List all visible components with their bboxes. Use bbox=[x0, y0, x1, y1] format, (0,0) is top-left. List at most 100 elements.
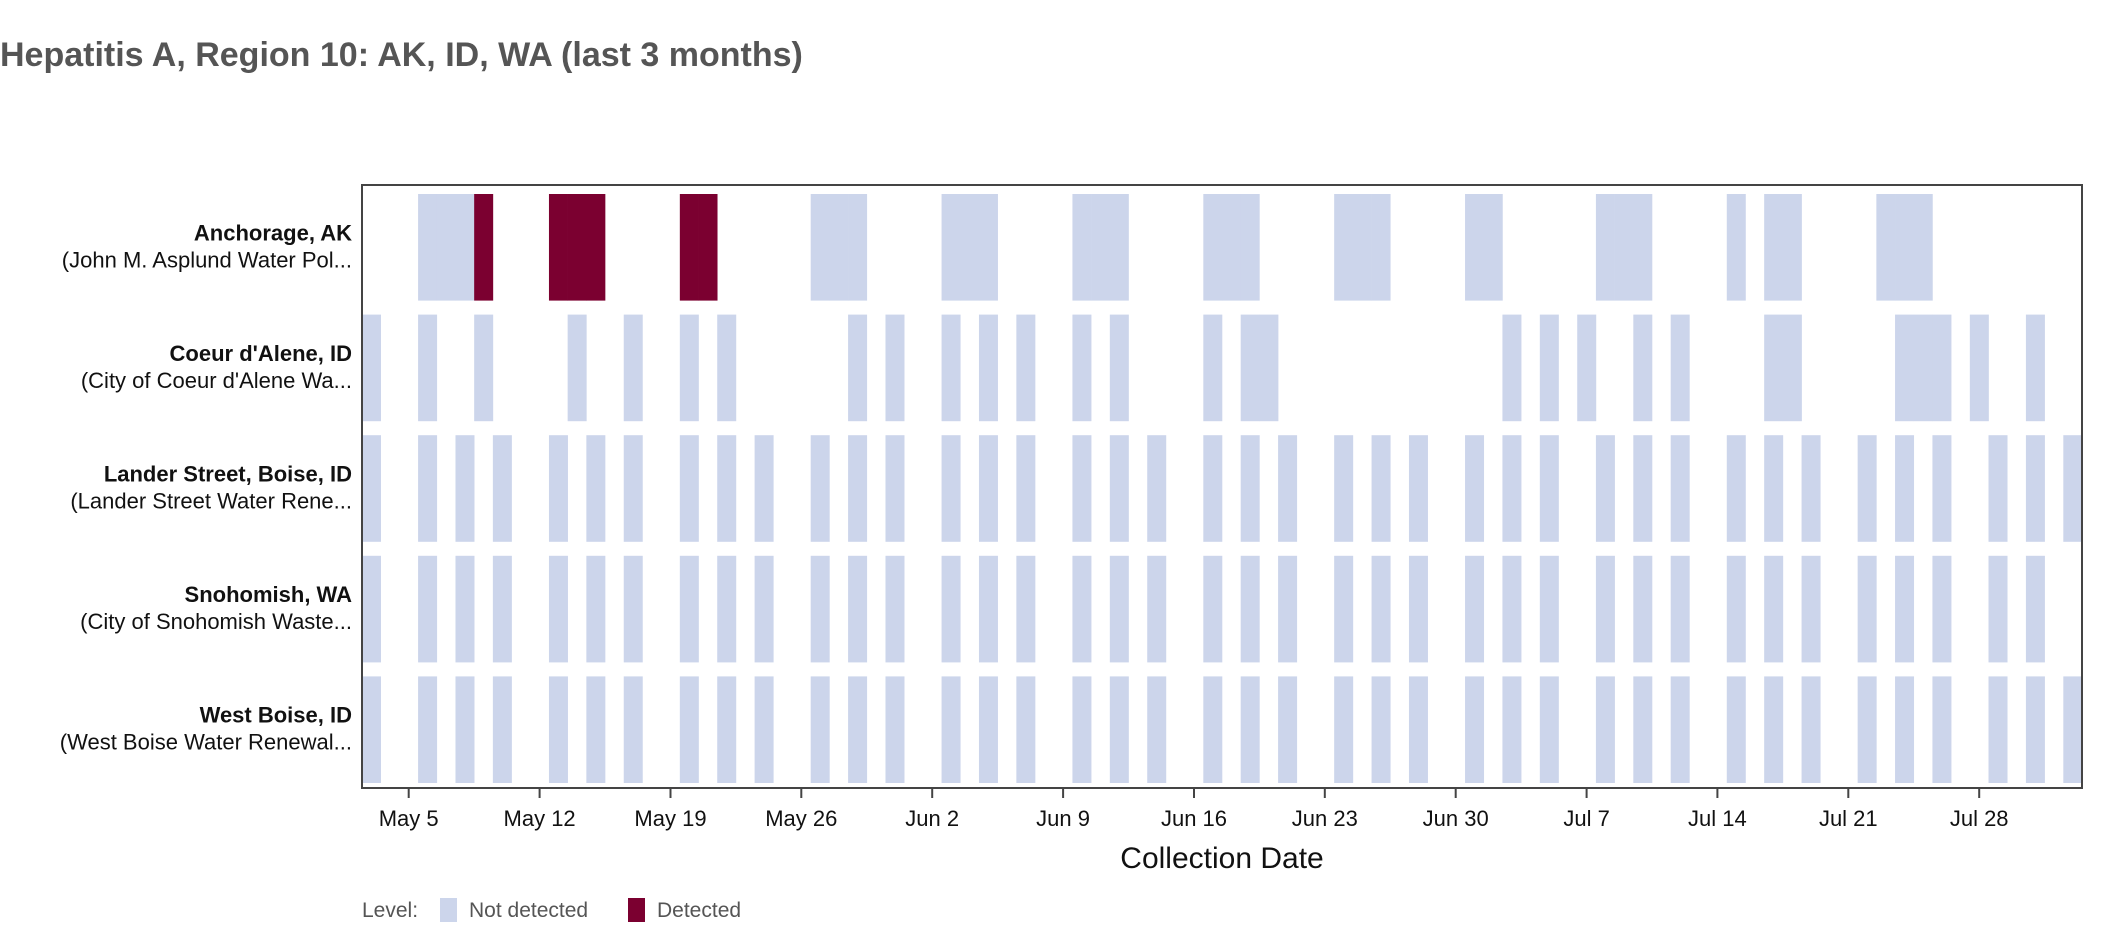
x-tick-label: May 5 bbox=[379, 806, 439, 831]
cell-not-detected bbox=[418, 435, 438, 542]
cell-not-detected bbox=[1334, 194, 1354, 301]
cell-not-detected bbox=[492, 435, 512, 542]
cell-not-detected bbox=[1932, 676, 1952, 783]
cell-not-detected bbox=[1465, 676, 1485, 783]
cell-not-detected bbox=[1895, 676, 1915, 783]
cell-not-detected bbox=[848, 676, 868, 783]
cell-not-detected bbox=[810, 194, 830, 301]
cell-not-detected bbox=[829, 194, 849, 301]
cell-not-detected bbox=[455, 676, 475, 783]
cell-not-detected bbox=[2063, 676, 2083, 783]
cell-not-detected bbox=[1203, 555, 1223, 663]
cell-detected bbox=[698, 194, 718, 301]
cell-not-detected bbox=[418, 555, 438, 663]
x-axis-title: Collection Date bbox=[1120, 842, 1323, 875]
cell-not-detected bbox=[1670, 676, 1690, 783]
cell-not-detected bbox=[1222, 194, 1241, 301]
cell-not-detected bbox=[1801, 676, 1821, 783]
cell-not-detected bbox=[1913, 194, 1933, 301]
cell-not-detected bbox=[754, 676, 774, 783]
x-tick-label: May 19 bbox=[634, 806, 706, 831]
cell-not-detected bbox=[492, 555, 512, 663]
cell-not-detected bbox=[717, 435, 737, 542]
cell-not-detected bbox=[679, 314, 699, 422]
legend-label-detected: Detected bbox=[657, 899, 741, 922]
cell-not-detected bbox=[474, 314, 494, 422]
y-axis-labels: Anchorage, AK(John M. Asplund Water Pol.… bbox=[60, 220, 352, 754]
cell-not-detected bbox=[1988, 435, 2008, 542]
cell-not-detected bbox=[623, 555, 643, 663]
cell-not-detected bbox=[1782, 314, 1802, 422]
cell-not-detected bbox=[885, 435, 905, 542]
cell-not-detected bbox=[810, 435, 830, 542]
cell-not-detected bbox=[1782, 194, 1802, 301]
site-name-label: Lander Street, Boise, ID bbox=[104, 462, 352, 487]
cell-not-detected bbox=[1371, 676, 1391, 783]
cell-not-detected bbox=[1465, 555, 1485, 663]
cell-not-detected bbox=[362, 314, 381, 422]
cell-not-detected bbox=[1072, 676, 1092, 783]
chart-title: Hepatitis A, Region 10: AK, ID, WA (last… bbox=[0, 36, 803, 74]
x-tick-label: Jul 21 bbox=[1819, 806, 1878, 831]
cell-not-detected bbox=[1502, 676, 1522, 783]
cell-not-detected bbox=[1352, 194, 1372, 301]
cell-not-detected bbox=[885, 676, 905, 783]
cell-not-detected bbox=[1408, 555, 1428, 663]
cell-not-detected bbox=[1895, 314, 1915, 422]
cell-not-detected bbox=[679, 555, 699, 663]
cell-not-detected bbox=[1633, 435, 1653, 542]
cell-not-detected bbox=[848, 194, 868, 301]
cell-not-detected bbox=[1670, 555, 1690, 663]
x-axis: May 5 May 12 May 19 May 26 Jun 2 Jun 9 Jun 16 J… bbox=[379, 788, 2009, 831]
cell-not-detected bbox=[941, 194, 961, 301]
cell-not-detected bbox=[679, 435, 699, 542]
cell-not-detected bbox=[1857, 435, 1877, 542]
cell-not-detected bbox=[1259, 314, 1279, 422]
cell-not-detected bbox=[1016, 435, 1036, 542]
cell-not-detected bbox=[492, 676, 512, 783]
site-facility-label: (City of Snohomish Waste... bbox=[80, 609, 352, 634]
x-tick-label: May 26 bbox=[765, 806, 837, 831]
cell-not-detected bbox=[1726, 435, 1746, 542]
cell-not-detected bbox=[960, 194, 980, 301]
legend-label-not-detected: Not detected bbox=[469, 899, 588, 922]
cell-not-detected bbox=[1016, 676, 1036, 783]
cell-not-detected bbox=[1483, 194, 1503, 301]
cell-not-detected bbox=[1633, 676, 1653, 783]
cell-not-detected bbox=[1801, 555, 1821, 663]
cell-not-detected bbox=[1857, 555, 1877, 663]
x-tick-label: Jun 23 bbox=[1292, 806, 1358, 831]
cell-not-detected bbox=[1072, 314, 1092, 422]
cell-not-detected bbox=[1539, 314, 1559, 422]
cell-not-detected bbox=[1764, 555, 1784, 663]
cell-not-detected bbox=[1988, 676, 2008, 783]
cell-not-detected bbox=[1147, 555, 1167, 663]
cell-detected bbox=[548, 194, 568, 301]
cell-not-detected bbox=[1278, 435, 1298, 542]
cell-detected bbox=[567, 194, 587, 301]
cell-not-detected bbox=[848, 314, 868, 422]
cell-not-detected bbox=[1764, 194, 1784, 301]
cell-not-detected bbox=[1240, 435, 1260, 542]
site-facility-label: (Lander Street Water Rene... bbox=[70, 489, 352, 514]
cell-not-detected bbox=[548, 435, 568, 542]
cell-not-detected bbox=[941, 435, 961, 542]
cell-not-detected bbox=[717, 314, 737, 422]
cell-not-detected bbox=[1203, 194, 1223, 301]
cell-not-detected bbox=[1371, 555, 1391, 663]
cell-not-detected bbox=[418, 194, 438, 301]
cell-not-detected bbox=[1240, 314, 1260, 422]
cell-not-detected bbox=[1595, 435, 1615, 542]
cells-layer bbox=[362, 194, 2083, 783]
cell-not-detected bbox=[1240, 194, 1260, 301]
cell-not-detected bbox=[1091, 194, 1111, 301]
cell-not-detected bbox=[1539, 676, 1559, 783]
cell-not-detected bbox=[1577, 314, 1597, 422]
cell-not-detected bbox=[2063, 435, 2083, 542]
cell-not-detected bbox=[436, 194, 456, 301]
legend-swatch-not-detected bbox=[440, 898, 457, 922]
cell-not-detected bbox=[1670, 314, 1690, 422]
cell-not-detected bbox=[1801, 435, 1821, 542]
cell-not-detected bbox=[1633, 194, 1653, 301]
cell-not-detected bbox=[1857, 676, 1877, 783]
